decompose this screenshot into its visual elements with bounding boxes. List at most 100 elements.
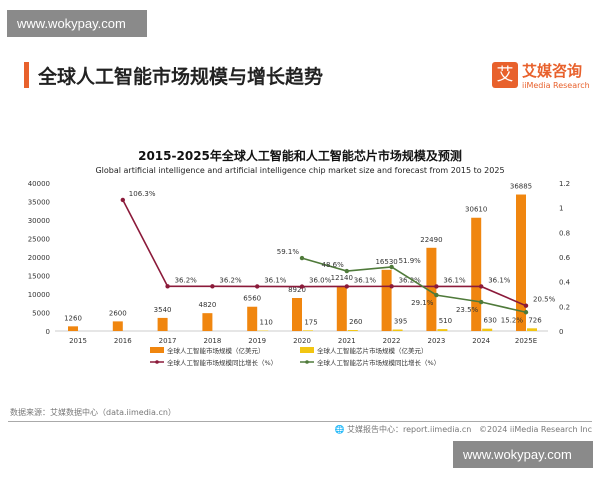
x-tick-label: 2025E (515, 337, 537, 345)
line-point (165, 284, 170, 289)
legend-marker (305, 360, 309, 364)
line-point (479, 284, 484, 289)
line-data-label: 36.2% (399, 276, 422, 284)
bar-data-label: 1260 (64, 314, 82, 322)
bar-data-label: 8920 (288, 286, 306, 294)
line-data-label: 36.1% (354, 276, 377, 284)
line-point (344, 284, 349, 289)
bar-ai (426, 247, 437, 331)
bar-ai (157, 317, 168, 331)
bar-chip (437, 329, 448, 331)
line-data-label: 15.2% (501, 316, 524, 324)
line-point (299, 284, 305, 289)
y-left-tick-label: 25000 (28, 236, 50, 244)
bar-data-label: 630 (484, 317, 497, 325)
x-tick-label: 2024 (472, 337, 490, 345)
line-data-label: 36.1% (488, 276, 511, 284)
y-right-tick-label: 0.8 (559, 229, 570, 237)
line-data-label: 36.0% (309, 277, 332, 285)
bar-chip (527, 328, 537, 331)
line-point (299, 255, 305, 261)
y-right-tick-label: 0.2 (559, 303, 570, 311)
y-right-tick-label: 0.4 (559, 279, 571, 287)
y-left-tick-label: 10000 (28, 291, 50, 299)
bar-ai (471, 217, 482, 331)
bar-data-label: 510 (439, 317, 452, 325)
watermark: www.wokypay.com (453, 441, 593, 468)
legend-label: 全球人工智能市场规模同比增长（%） (167, 358, 277, 367)
legend-marker (155, 360, 159, 364)
bar-ai (381, 269, 392, 331)
y-left-tick-label: 15000 (28, 273, 50, 281)
line-point (389, 284, 394, 289)
report-link[interactable]: 艾媒报告中心：report.iimedia.cn (347, 425, 472, 434)
line-data-label: 36.2% (175, 276, 198, 284)
bar-data-label: 4820 (198, 301, 216, 309)
chart-title: 2015-2025年全球人工智能和人工智能芯片市场规模及预测 (138, 149, 462, 163)
logo: 艾 艾媒咨询 iiMedia Research (492, 60, 590, 90)
line-point (434, 292, 439, 298)
data-source: 数据来源：艾媒数据中心（data.iimedia.cn） (10, 408, 176, 417)
bar-data-label: 6560 (243, 295, 261, 303)
line-ai-growth (122, 199, 527, 307)
y-right-tick-label: 1.2 (559, 180, 570, 188)
x-tick-label: 2016 (114, 337, 132, 345)
logo-mark: 艾 (492, 62, 518, 88)
x-tick-label: 2020 (293, 337, 311, 345)
y-left-tick-label: 5000 (32, 310, 50, 318)
bar-ai (336, 286, 347, 331)
y-left-tick-label: 20000 (28, 254, 50, 262)
y-left-tick-label: 35000 (28, 199, 50, 207)
y-right-tick-label: 0.6 (559, 254, 571, 262)
bar-data-label: 110 (260, 319, 273, 327)
y-left-tick-label: 0 (46, 328, 50, 336)
page-title: 全球人工智能市场规模与增长趋势 (38, 66, 324, 88)
x-tick-label: 2015 (69, 337, 87, 345)
bar-ai (112, 321, 123, 331)
bar-data-label: 3540 (154, 306, 172, 314)
bar-chip (303, 330, 313, 331)
globe-icon: 🌐 (334, 425, 345, 434)
bar-data-label: 30610 (465, 206, 487, 214)
divider (8, 421, 592, 422)
bar-ai (247, 306, 258, 331)
y-left-tick-label: 40000 (28, 180, 50, 188)
x-tick-label: 2022 (383, 337, 401, 345)
bar-data-label: 175 (304, 318, 317, 326)
bar-data-label: 260 (349, 318, 362, 326)
chart-subtitle: Global artificial intelligence and artif… (95, 166, 505, 175)
title-accent-bar (24, 62, 29, 88)
bar-ai (292, 297, 302, 331)
line-point (523, 303, 529, 308)
bar-data-label: 12140 (331, 274, 353, 282)
bar-ai (202, 313, 213, 331)
copyright: ©2024 iiMedia Research Inc (479, 425, 592, 434)
line-point (389, 264, 394, 270)
line-point (479, 299, 484, 305)
line-data-label: 29.1% (411, 299, 434, 307)
bar-data-label: 16530 (375, 258, 397, 266)
line-point (523, 310, 529, 315)
line-data-label: 48.6% (322, 261, 345, 269)
x-tick-label: 2018 (203, 337, 221, 345)
bar-data-label: 395 (394, 318, 407, 326)
footer: 🌐 艾媒报告中心：report.iimedia.cn ©2024 iiMedia… (335, 424, 593, 435)
logo-cn: 艾媒咨询 (522, 62, 583, 80)
bar-data-label: 22490 (420, 236, 442, 244)
legend-label: 全球人工智能芯片市场规模（亿美元） (317, 346, 428, 355)
bar-data-label: 36885 (510, 183, 532, 191)
line-data-label: 51.9% (399, 257, 422, 265)
bar-data-label: 726 (528, 316, 542, 324)
y-right-tick-label: 0 (559, 328, 563, 336)
bar-chip (482, 328, 493, 331)
y-left-tick-label: 30000 (28, 217, 50, 225)
line-data-label: 106.3% (129, 190, 156, 198)
x-tick-label: 2019 (248, 337, 266, 345)
line-point (434, 284, 439, 289)
line-point (255, 284, 260, 289)
x-tick-label: 2023 (427, 337, 445, 345)
line-data-label: 59.1% (277, 248, 300, 256)
line-point (344, 268, 349, 274)
bar-ai (516, 194, 526, 331)
line-data-label: 20.5% (533, 296, 556, 304)
